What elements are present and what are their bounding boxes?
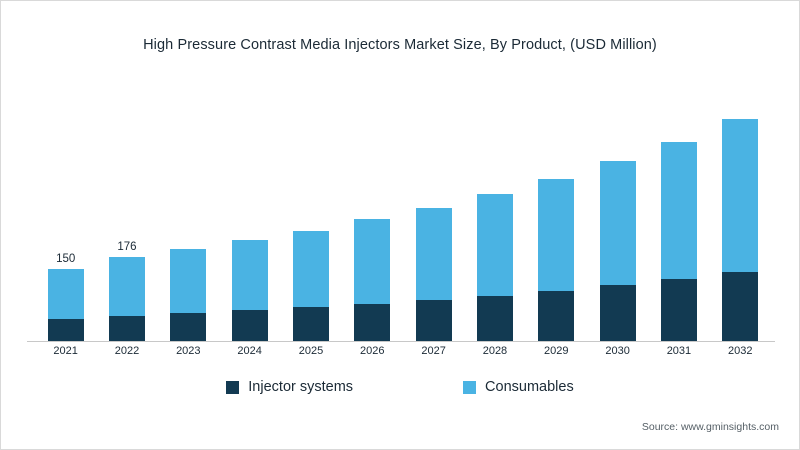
bar-segment-injector-systems[interactable] — [599, 285, 636, 341]
x-axis-tick-label: 2025 — [298, 345, 324, 357]
legend-swatch-consumables — [463, 380, 477, 394]
x-axis-line — [27, 341, 775, 342]
bar-value-label: 176 — [117, 240, 137, 253]
bar-segment-consumables[interactable] — [47, 269, 84, 319]
x-axis-tick-labels: 2021 2022 2023 2024 2025 2026 2027 2028 2029 2030… — [35, 345, 771, 357]
legend-label-consumables: Consumables — [485, 379, 574, 395]
bar-group[interactable] — [354, 91, 391, 341]
bar-segment-consumables[interactable] — [292, 230, 329, 308]
page-title: High Pressure Contrast Media Injectors M… — [143, 37, 657, 53]
bar-segment-injector-systems[interactable] — [415, 300, 452, 341]
bar-segment-injector-systems[interactable] — [108, 315, 145, 341]
bar-segment-injector-systems[interactable] — [47, 318, 84, 341]
bar-group[interactable] — [170, 91, 207, 341]
bar-segment-injector-systems[interactable] — [292, 307, 329, 341]
bar-group[interactable]: 150 — [47, 91, 84, 341]
x-axis-tick-label: 2027 — [421, 345, 446, 357]
x-axis-tick-label: 2021 — [53, 345, 78, 357]
bar-series-container: 150 176 — [35, 91, 771, 341]
bar-segment-injector-systems[interactable] — [170, 313, 207, 341]
x-axis-tick-label: 2032 — [728, 345, 753, 357]
bar-group[interactable] — [722, 91, 759, 341]
x-axis-tick-label: 2026 — [360, 345, 385, 357]
bar-group[interactable] — [476, 91, 513, 341]
bar-segment-consumables[interactable] — [599, 161, 636, 286]
bar-group[interactable] — [292, 91, 329, 341]
bar-segment-consumables[interactable] — [538, 178, 575, 292]
x-axis-tick-label: 2029 — [544, 345, 569, 357]
bar-segment-consumables[interactable] — [476, 194, 513, 296]
bar-segment-consumables[interactable] — [415, 207, 452, 301]
bar-segment-injector-systems[interactable] — [722, 271, 759, 341]
x-axis-tick-label: 2022 — [114, 345, 140, 357]
bar-value-label: 150 — [56, 253, 76, 266]
x-axis-tick-label: 2023 — [176, 345, 201, 357]
bar-segment-consumables[interactable] — [354, 219, 391, 304]
x-axis-tick-label: 2030 — [605, 345, 630, 357]
bar-segment-injector-systems[interactable] — [354, 303, 391, 341]
plot-area: 150 176 — [35, 91, 771, 341]
legend-swatch-injector-systems — [226, 380, 240, 394]
x-axis-tick-label: 2031 — [666, 345, 692, 357]
bar-group[interactable] — [599, 91, 636, 341]
bar-segment-injector-systems[interactable] — [538, 291, 575, 341]
bar-segment-consumables[interactable] — [170, 249, 207, 314]
legend-item-injector-systems[interactable]: Injector systems — [226, 379, 353, 395]
x-axis-tick-label: 2024 — [237, 345, 262, 357]
bar-segment-injector-systems[interactable] — [660, 279, 697, 341]
bar-group[interactable] — [231, 91, 268, 341]
bar-segment-consumables[interactable] — [660, 141, 697, 280]
chart-legend: Injector systems Consumables — [1, 379, 799, 395]
bar-segment-injector-systems[interactable] — [231, 310, 268, 341]
legend-item-consumables[interactable]: Consumables — [463, 379, 574, 395]
bar-group[interactable] — [415, 91, 452, 341]
bar-segment-consumables[interactable] — [108, 256, 145, 316]
bar-segment-injector-systems[interactable] — [476, 295, 513, 341]
source-attribution: Source: www.gminsights.com — [641, 421, 779, 433]
bar-group[interactable] — [660, 91, 697, 341]
bar-group[interactable] — [538, 91, 575, 341]
legend-label-injector-systems: Injector systems — [248, 379, 354, 395]
x-axis-tick-label: 2028 — [482, 345, 508, 357]
bar-segment-consumables[interactable] — [231, 240, 268, 311]
bar-segment-consumables[interactable] — [722, 119, 759, 272]
bar-group[interactable]: 176 — [108, 91, 145, 341]
